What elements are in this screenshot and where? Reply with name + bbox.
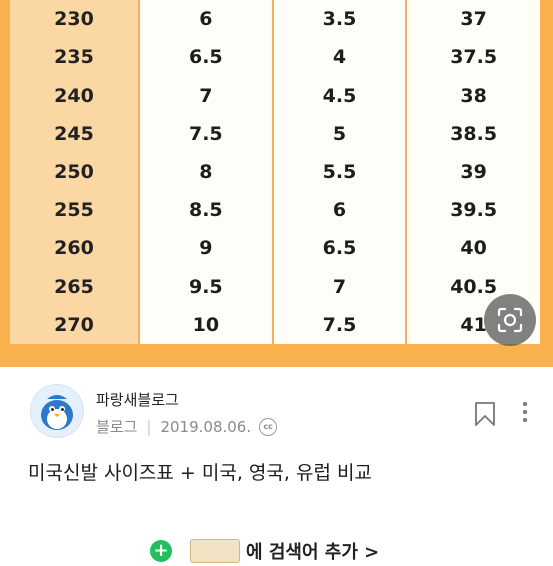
blog-avatar[interactable]: [30, 384, 84, 438]
size-row: 265 9.5 7 40.5: [10, 267, 540, 306]
size-row: 270 10 7.5 41: [10, 305, 540, 344]
size-cell: 37.5: [405, 38, 540, 77]
shoe-size-table: 230 6 3.5 37 235 6.5 4 37.5 240 7 4.5 38 245 7.5 5 38.5…: [10, 0, 540, 344]
size-cell: 6: [138, 0, 273, 39]
post-title[interactable]: 미국신발 사이즈표 + 미국, 영국, 유럽 비교: [28, 462, 372, 484]
size-cell: 4.5: [271, 76, 407, 115]
size-cell: 8: [138, 152, 273, 192]
bookmark-icon: [475, 402, 495, 426]
size-cell: 10: [138, 305, 273, 344]
size-cell: 39.5: [405, 191, 540, 230]
size-cell: 270: [10, 305, 139, 344]
size-cell: 6.5: [138, 38, 273, 77]
size-cell: 9: [138, 229, 273, 268]
size-cell: 8.5: [138, 191, 273, 230]
size-cell: 9.5: [138, 267, 273, 306]
size-cell: 38: [405, 76, 540, 115]
size-cell: 5.5: [271, 152, 407, 192]
size-cell: 7.5: [138, 114, 273, 153]
blog-name[interactable]: 파랑새블로그: [96, 391, 179, 409]
size-cell: 4: [271, 38, 407, 77]
size-cell: 37: [405, 0, 540, 39]
size-row: 230 6 3.5 37: [10, 0, 540, 39]
size-cell: 3.5: [271, 0, 407, 39]
size-cell: 250: [10, 152, 139, 192]
post-info-area: [0, 367, 553, 553]
scan-text-button[interactable]: [484, 294, 536, 346]
scan-text-icon: [497, 307, 523, 333]
size-cell: 240: [10, 76, 139, 115]
size-cell: 260: [10, 229, 139, 268]
bookmark-button[interactable]: [474, 401, 496, 431]
size-row: 250 8 5.5 39: [10, 152, 540, 192]
size-row: 235 6.5 4 37.5: [10, 38, 540, 77]
size-cell: 5: [271, 114, 407, 153]
post-date: 2019.08.06.: [160, 417, 252, 436]
size-cell: 7: [138, 76, 273, 115]
size-cell: 265: [10, 267, 139, 306]
size-cell: 235: [10, 38, 139, 77]
meta-divider: |: [146, 417, 152, 436]
size-chart-image: 230 6 3.5 37 235 6.5 4 37.5 240 7 4.5 38 245 7.5 5 38.5…: [0, 0, 553, 367]
size-cell: 6: [271, 191, 407, 230]
size-cell: 38.5: [405, 114, 540, 153]
more-options-button[interactable]: [520, 401, 530, 427]
more-vertical-icon: [523, 402, 527, 422]
size-row: 260 9 6.5 40: [10, 229, 540, 268]
post-meta: 블로그 | 2019.08.06. cc: [96, 416, 278, 437]
size-cell: 40: [405, 229, 540, 268]
keyword-add-bar[interactable]: + 에 검색어 추가 >: [150, 536, 379, 566]
size-cell: 7.5: [271, 305, 407, 344]
size-row: 245 7.5 5 38.5: [10, 114, 540, 153]
size-cell: 39: [405, 152, 540, 192]
size-cell: 245: [10, 114, 139, 153]
keyword-add-text[interactable]: 에 검색어 추가 >: [246, 542, 380, 563]
size-row: 255 8.5 6 39.5: [10, 191, 540, 230]
size-row: 240 7 4.5 38: [10, 76, 540, 115]
creative-commons-icon: cc: [259, 417, 278, 436]
blue-bird-icon: [41, 395, 73, 430]
add-keyword-icon[interactable]: +: [150, 540, 172, 562]
size-cell: 6.5: [271, 229, 407, 268]
size-cell: 230: [10, 0, 139, 39]
size-cell: 7: [271, 267, 407, 306]
size-cell: 255: [10, 191, 139, 230]
keyword-thumbnail: [190, 539, 240, 563]
blog-category[interactable]: 블로그: [96, 418, 138, 436]
